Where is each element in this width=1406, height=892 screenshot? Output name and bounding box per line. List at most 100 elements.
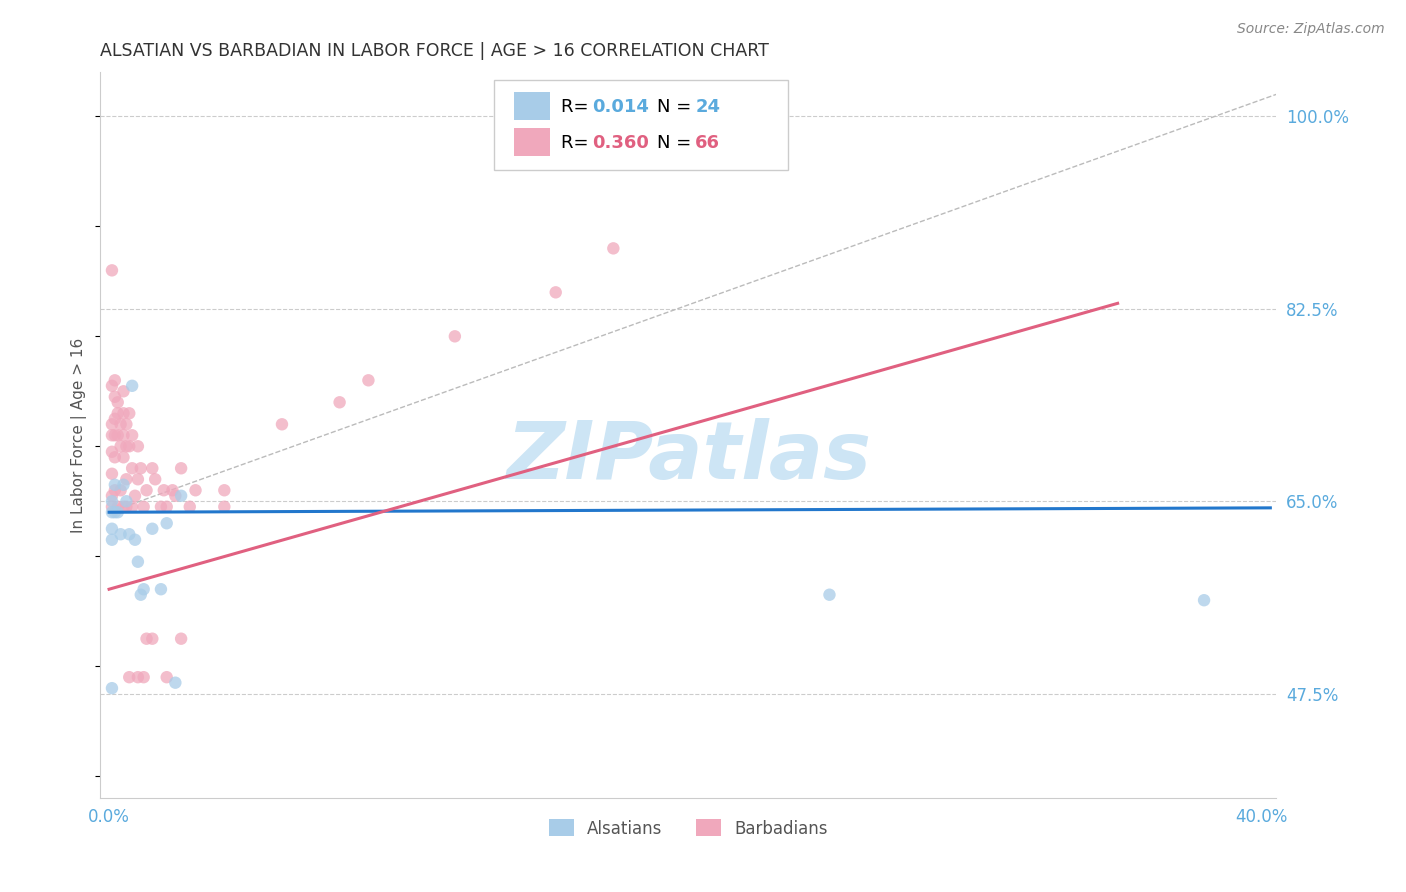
Point [602, 241, 624, 255]
Point [107, 395, 129, 409]
Point [107, 406, 129, 420]
Point [357, 373, 380, 387]
Point [329, 395, 352, 409]
Point [110, 417, 132, 432]
Point [104, 411, 127, 425]
Point [115, 439, 138, 453]
Point [104, 477, 127, 491]
Point [135, 483, 157, 498]
Point [101, 494, 124, 508]
Point [101, 263, 124, 277]
Point [156, 500, 179, 514]
Point [127, 670, 149, 684]
Text: 24: 24 [696, 97, 720, 116]
Point [101, 681, 124, 696]
Text: 0.014: 0.014 [592, 97, 648, 116]
Point [149, 500, 172, 514]
Point [104, 483, 127, 498]
Point [141, 461, 163, 475]
Text: R=: R= [561, 97, 595, 116]
Point [101, 467, 124, 481]
Text: N =: N = [657, 97, 690, 116]
Point [101, 444, 124, 458]
Text: ALSATIAN VS BARBADIAN IN LABOR FORCE | AGE > 16 CORRELATION CHART: ALSATIAN VS BARBADIAN IN LABOR FORCE | A… [100, 42, 769, 60]
Point [101, 417, 124, 432]
Point [544, 285, 567, 300]
Point [156, 670, 179, 684]
Point [179, 500, 201, 514]
Point [104, 373, 127, 387]
Point [143, 472, 166, 486]
Point [214, 500, 236, 514]
Point [104, 390, 127, 404]
Point [165, 675, 187, 690]
Point [115, 472, 138, 486]
Point [118, 527, 141, 541]
Y-axis label: In Labor Force | Age > 16: In Labor Force | Age > 16 [72, 338, 87, 533]
Point [1192, 593, 1215, 607]
Point [162, 483, 184, 498]
Point [110, 439, 132, 453]
Point [121, 500, 143, 514]
Text: 66: 66 [696, 134, 720, 152]
Point [110, 483, 132, 498]
Point [118, 670, 141, 684]
Legend: Alsatians, Barbadians: Alsatians, Barbadians [543, 813, 834, 844]
Point [135, 632, 157, 646]
Point [101, 379, 124, 393]
Point [112, 384, 135, 399]
Text: R=: R= [561, 134, 595, 152]
Point [104, 428, 127, 442]
Point [170, 461, 193, 475]
Point [121, 461, 143, 475]
Text: ZIPatlas: ZIPatlas [506, 418, 870, 496]
Point [110, 527, 132, 541]
Point [149, 582, 172, 597]
Point [101, 533, 124, 547]
Point [124, 533, 146, 547]
FancyBboxPatch shape [515, 128, 550, 156]
Point [104, 505, 127, 519]
Text: Source: ZipAtlas.com: Source: ZipAtlas.com [1237, 22, 1385, 37]
Point [118, 406, 141, 420]
Point [112, 500, 135, 514]
Point [127, 555, 149, 569]
Point [101, 500, 124, 514]
Point [124, 489, 146, 503]
Point [107, 505, 129, 519]
FancyBboxPatch shape [495, 79, 789, 170]
Point [271, 417, 294, 432]
Point [127, 472, 149, 486]
Point [129, 461, 152, 475]
Point [112, 406, 135, 420]
Point [141, 522, 163, 536]
Point [141, 632, 163, 646]
Point [121, 379, 143, 393]
Point [101, 489, 124, 503]
Point [118, 439, 141, 453]
Point [818, 588, 841, 602]
Point [112, 477, 135, 491]
Point [170, 489, 193, 503]
Point [129, 588, 152, 602]
Point [132, 582, 155, 597]
Point [153, 483, 176, 498]
Point [165, 489, 187, 503]
Point [132, 500, 155, 514]
Point [101, 522, 124, 536]
Point [127, 439, 149, 453]
Text: 0.360: 0.360 [592, 134, 648, 152]
Point [112, 428, 135, 442]
Point [107, 428, 129, 442]
Point [115, 417, 138, 432]
Point [170, 632, 193, 646]
Point [101, 505, 124, 519]
FancyBboxPatch shape [515, 92, 550, 120]
Point [444, 329, 467, 343]
Point [121, 428, 143, 442]
Point [104, 450, 127, 465]
Point [112, 450, 135, 465]
Point [115, 494, 138, 508]
Point [101, 428, 124, 442]
Point [107, 500, 129, 514]
